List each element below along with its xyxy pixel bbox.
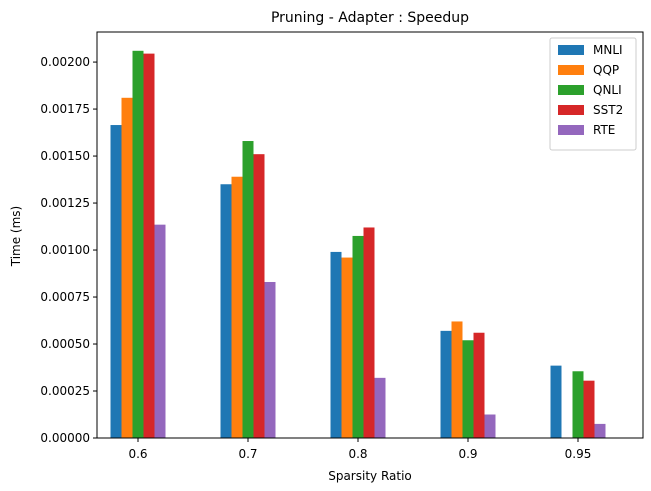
legend-swatch-rte: [558, 125, 584, 135]
legend-label-qqp: QQP: [593, 63, 619, 77]
legend-label-sst2: SST2: [593, 103, 623, 117]
x-tick-label: 0.95: [565, 447, 592, 461]
legend-swatch-qqp: [558, 65, 584, 75]
bar-qnli-0.95: [572, 371, 584, 438]
bar-qnli-0.6: [132, 50, 144, 439]
bar-sst2-0.9: [473, 332, 485, 438]
bar-mnli-0.9: [440, 330, 452, 438]
bar-qqp-0.9: [451, 321, 463, 438]
y-tick-label: 0.00000: [40, 431, 90, 445]
y-tick-label: 0.00125: [40, 196, 90, 210]
bar-sst2-0.7: [253, 154, 265, 438]
bar-mnli-0.95: [550, 365, 562, 438]
y-tick-label: 0.00025: [40, 384, 90, 398]
legend-label-mnli: MNLI: [593, 43, 623, 57]
bar-sst2-0.6: [143, 53, 155, 439]
y-tick-label: 0.00200: [40, 55, 90, 69]
y-tick-label: 0.00100: [40, 243, 90, 257]
bar-rte-0.7: [264, 281, 276, 438]
y-tick-label: 0.00150: [40, 149, 90, 163]
bar-rte-0.8: [374, 377, 386, 438]
bar-rte-0.95: [594, 423, 606, 438]
bar-rte-0.9: [484, 414, 496, 438]
y-axis-label: Time (ms): [9, 206, 23, 268]
legend: MNLI QQP QNLI SST2 RTE: [549, 37, 637, 151]
bar-qnli-0.8: [352, 235, 364, 438]
legend-label-rte: RTE: [593, 123, 615, 137]
bar-mnli-0.6: [110, 125, 122, 438]
x-tick-label: 0.6: [128, 447, 147, 461]
bar-sst2-0.95: [583, 380, 595, 438]
bar-sst2-0.8: [363, 227, 375, 438]
bar-qqp-0.8: [341, 257, 353, 438]
y-tick-label: 0.00175: [40, 102, 90, 116]
legend-swatch-sst2: [558, 105, 584, 115]
plot-frame: [96, 31, 644, 439]
legend-swatch-mnli: [558, 45, 584, 55]
bar-mnli-0.7: [220, 184, 232, 438]
bar-mnli-0.8: [330, 251, 342, 438]
legend-swatch-qnli: [558, 85, 584, 95]
bar-rte-0.6: [154, 224, 166, 438]
y-tick-label: 0.00050: [40, 337, 90, 351]
bar-qqp-0.6: [121, 97, 133, 438]
y-tick-label: 0.00075: [40, 290, 90, 304]
bar-qqp-0.7: [231, 176, 243, 439]
legend-label-qnli: QNLI: [593, 83, 622, 97]
plot-area: 0.00000 0.00025 0.00050 0.00075 0.00100 0.001…: [40, 31, 644, 461]
chart-title: Pruning - Adapter : Speedup: [271, 10, 469, 26]
x-tick-label: 0.9: [458, 447, 477, 461]
bar-qnli-0.7: [242, 141, 254, 438]
bar-qnli-0.9: [462, 340, 474, 438]
x-axis-label: Sparsity Ratio: [328, 469, 412, 483]
x-tick-label: 0.8: [348, 447, 367, 461]
x-tick-label: 0.7: [238, 447, 257, 461]
